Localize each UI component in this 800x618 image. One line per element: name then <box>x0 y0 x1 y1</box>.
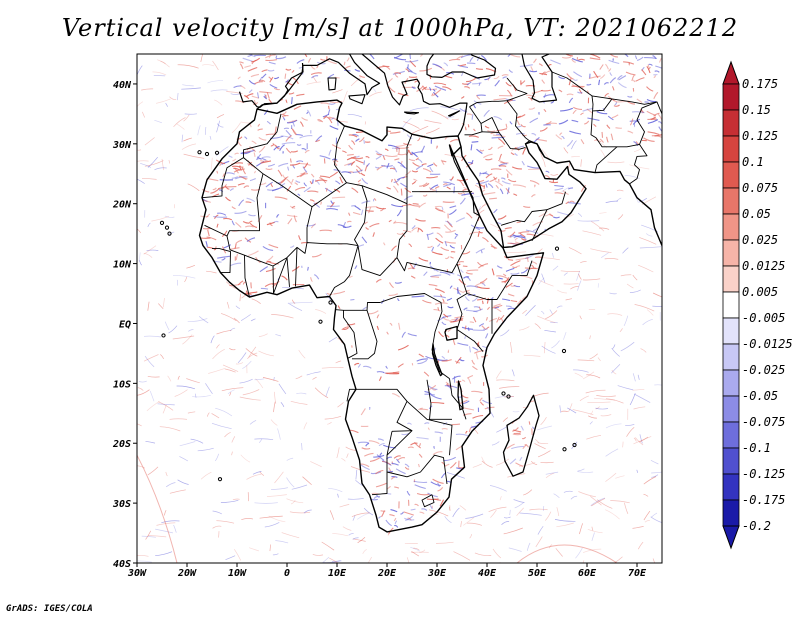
grads-credit: GrADS: IGES/COLA <box>6 604 93 614</box>
lon-tick-label: 0 <box>284 568 290 579</box>
colorbar-label: -0.125 <box>742 467 785 481</box>
colorbar-label: 0.1 <box>742 155 764 169</box>
lat-tick-label: 30N <box>112 140 132 151</box>
colorbar-segment <box>722 239 740 267</box>
colorbar-segment <box>722 369 740 397</box>
lat-tick-label: 30S <box>112 499 131 510</box>
colorbar-segment <box>722 317 740 345</box>
colorbar-segment <box>722 83 740 111</box>
lat-tick-label: 20N <box>112 200 132 211</box>
colorbar-label: 0.075 <box>742 181 778 195</box>
colorbar-segment <box>722 161 740 189</box>
colorbar-segment <box>722 473 740 501</box>
colorbar-label: -0.0125 <box>742 337 793 351</box>
lon-tick-label: 30W <box>127 568 147 579</box>
lon-tick-label: 20E <box>377 568 397 579</box>
colorbar-segment <box>722 109 740 137</box>
latitude-axis: 40N 30N 20N 10N EQ 10S 20S 30S 40S <box>112 80 137 570</box>
longitude-axis: 30W 20W 10W 0 10E 20E 30E 40E 50E 60E 70E <box>127 563 647 579</box>
colorbar-label: -0.2 <box>742 519 771 533</box>
lat-tick-label: 40N <box>113 80 132 91</box>
colorbar-label: -0.05 <box>742 389 778 403</box>
colorbar-bottom-arrow <box>722 525 740 550</box>
colorbar-label: 0.15 <box>742 103 771 117</box>
lon-tick-label: 60E <box>578 568 597 579</box>
velocity-field <box>137 54 662 563</box>
chart-title: Vertical velocity [m/s] at 1000hPa, VT: … <box>61 14 739 42</box>
colorbar-segment <box>722 265 740 293</box>
lon-tick-label: 10E <box>328 568 347 579</box>
lon-tick-label: 70E <box>628 568 647 579</box>
lon-tick-label: 40E <box>478 568 497 579</box>
colorbar-segment <box>722 499 740 527</box>
map-background <box>137 54 662 563</box>
colorbar-segment <box>722 135 740 163</box>
colorbar-label: 0.025 <box>742 233 778 247</box>
colorbar: 0.175 0.15 0.125 0.1 0.075 0.05 0.025 0.0125 0.0… <box>722 60 793 550</box>
lat-tick-label: 10N <box>113 260 132 271</box>
colorbar-label: 0.0125 <box>742 259 785 273</box>
colorbar-segment <box>722 395 740 423</box>
lat-tick-label: 40S <box>113 559 131 570</box>
colorbar-label: 0.175 <box>742 77 778 91</box>
lon-tick-label: 30E <box>427 568 447 579</box>
colorbar-segment <box>722 447 740 475</box>
map-frame <box>136 53 663 564</box>
colorbar-segment <box>722 421 740 449</box>
colorbar-label: -0.075 <box>742 415 785 429</box>
colorbar-segment <box>722 213 740 241</box>
colorbar-top-arrow <box>722 60 740 85</box>
colorbar-label: 0.005 <box>742 285 778 299</box>
colorbar-label: 0.125 <box>742 129 778 143</box>
lon-tick-label: 20W <box>177 568 197 579</box>
colorbar-label: -0.025 <box>742 363 785 377</box>
colorbar-label: 0.05 <box>742 207 771 221</box>
lat-tick-label: 20S <box>112 439 131 450</box>
colorbar-label: -0.1 <box>742 441 771 455</box>
colorbar-segment <box>722 187 740 215</box>
lat-tick-label: EQ <box>119 319 131 330</box>
colorbar-segment <box>722 343 740 371</box>
lon-tick-label: 50E <box>528 568 547 579</box>
colorbar-segment <box>722 291 740 319</box>
colorbar-label: -0.005 <box>742 311 785 325</box>
coastlines <box>159 54 662 533</box>
lon-tick-label: 10W <box>228 568 247 579</box>
lat-tick-label: 10S <box>113 379 131 390</box>
colorbar-label: -0.175 <box>742 493 785 507</box>
